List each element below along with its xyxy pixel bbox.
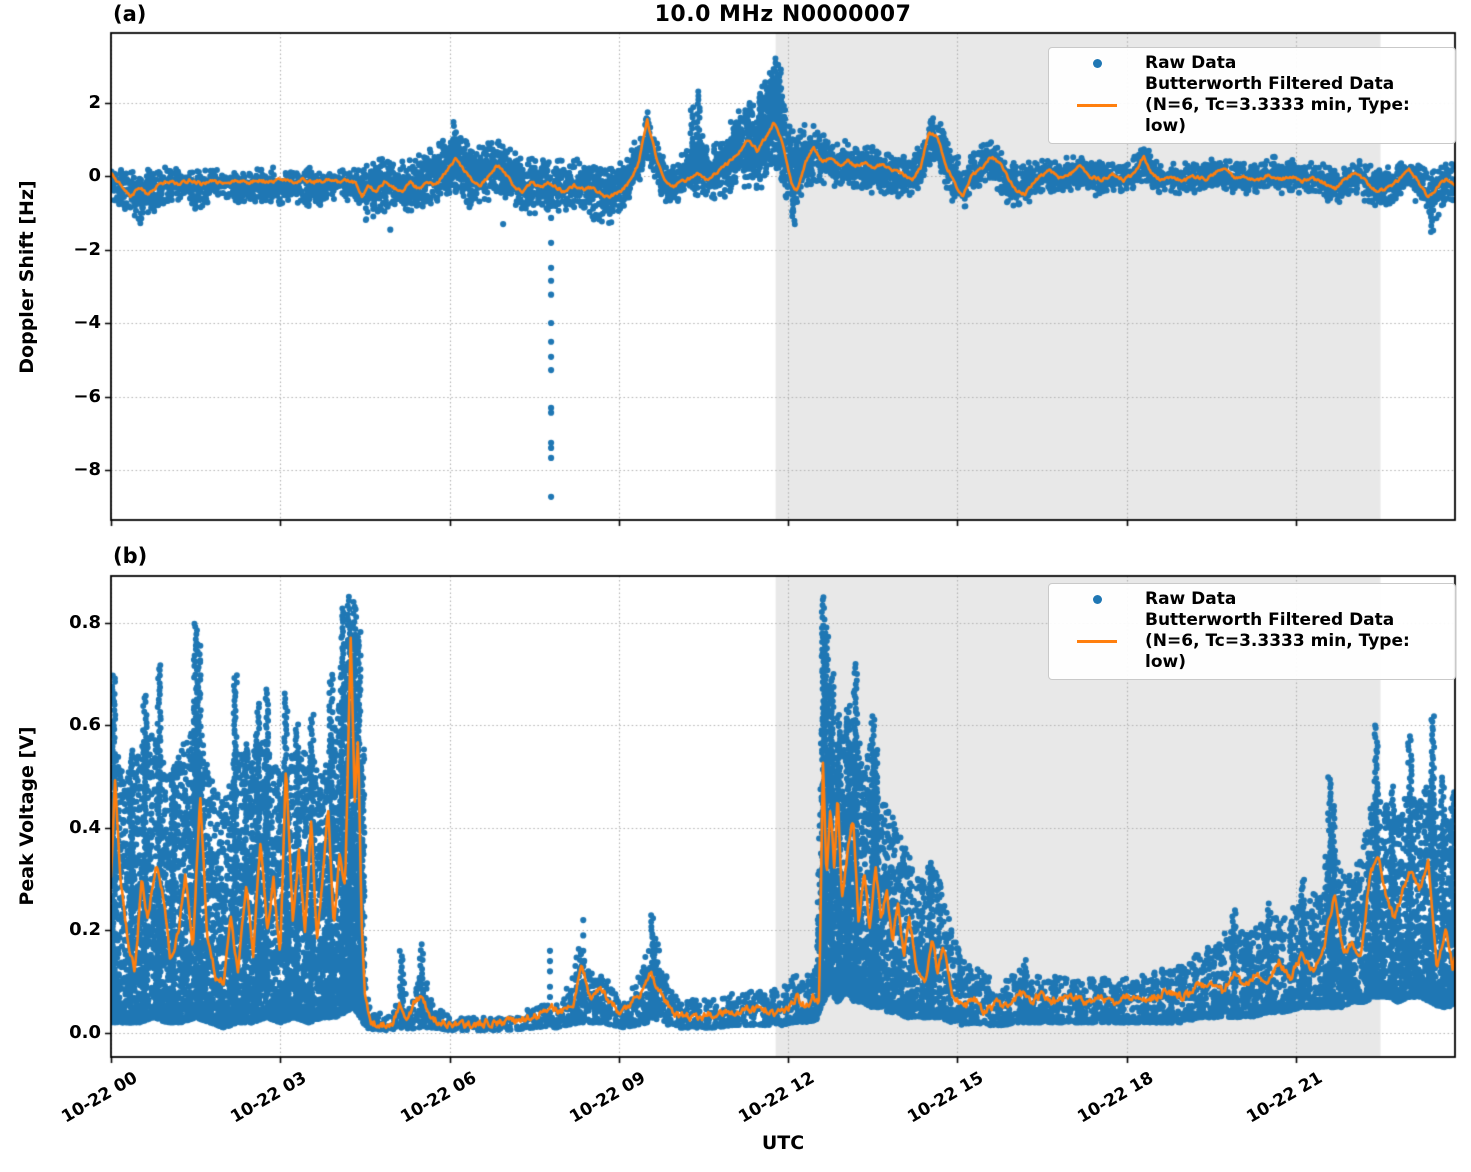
raw-data-marker-icon — [1049, 59, 1145, 68]
y-tick-label: −2 — [73, 238, 101, 260]
legend-filtered-label: Butterworth Filtered Data (N=6, Tc=3.333… — [1145, 74, 1410, 136]
y-tick-label: 0 — [88, 165, 101, 187]
legend-raw-label: Raw Data — [1145, 53, 1237, 73]
y-axis-label-voltage: Peak Voltage [V] — [16, 726, 38, 906]
y-tick-label: 0.0 — [69, 1021, 101, 1043]
y-tick-label: 0.6 — [69, 714, 101, 736]
legend-entry-raw: Raw Data — [1049, 589, 1447, 610]
figure-title: 10.0 MHz N0000007 — [654, 2, 912, 27]
y-tick-label: 0.8 — [69, 611, 101, 633]
legend-filtered-label: Butterworth Filtered Data (N=6, Tc=3.333… — [1145, 610, 1410, 672]
x-axis-label: UTC — [761, 1132, 805, 1154]
legend-entry-filtered: Butterworth Filtered Data (N=6, Tc=3.333… — [1049, 610, 1447, 673]
y-tick-label: 2 — [88, 91, 101, 113]
legend-raw-label: Raw Data — [1145, 589, 1237, 609]
y-axis-label-doppler: Doppler Shift [Hz] — [16, 180, 38, 374]
y-tick-label: −4 — [73, 312, 101, 334]
y-tick-label: −8 — [73, 459, 101, 481]
filtered-line-marker-icon — [1049, 639, 1145, 644]
panel-b-label: (b) — [113, 544, 148, 568]
legend-panel-b: Raw Data Butterworth Filtered Data (N=6,… — [1048, 583, 1456, 680]
legend-panel-a: Raw Data Butterworth Filtered Data (N=6,… — [1048, 47, 1456, 144]
legend-entry-filtered: Butterworth Filtered Data (N=6, Tc=3.333… — [1049, 74, 1447, 137]
y-tick-label: 0.4 — [69, 816, 101, 838]
y-tick-label: 0.2 — [69, 919, 101, 941]
filtered-line-marker-icon — [1049, 103, 1145, 108]
legend-entry-raw: Raw Data — [1049, 53, 1447, 74]
y-tick-label: −6 — [73, 385, 101, 407]
raw-data-marker-icon — [1049, 595, 1145, 604]
panel-a-label: (a) — [113, 2, 147, 26]
